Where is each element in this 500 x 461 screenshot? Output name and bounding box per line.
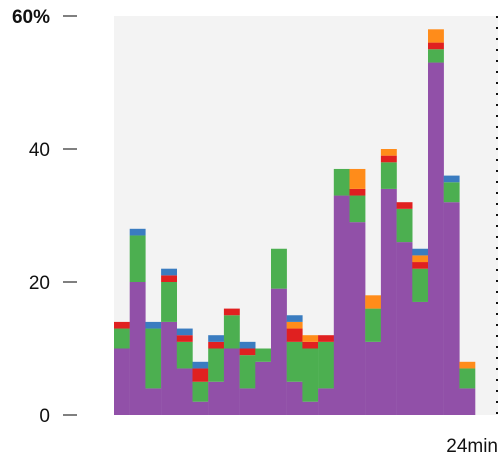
bar-segment-purple-14: [318, 388, 334, 415]
bar-segment-purple-5: [176, 368, 193, 415]
bar-segment-purple-17: [365, 341, 382, 415]
bar-segment-blue-2: [129, 228, 146, 236]
bar-segment-red-12: [286, 328, 303, 342]
bar-segment-purple-16: [349, 222, 366, 415]
bar-segment-green-3: [145, 328, 162, 389]
bar-segment-blue-7: [208, 335, 225, 342]
bar-segment-blue-9: [239, 341, 256, 349]
bar-segment-purple-3: [145, 388, 162, 415]
bar-segment-red-13: [302, 341, 319, 349]
bar-segment-blue-5: [176, 328, 193, 336]
y-tick-label-0: 0: [39, 406, 50, 427]
bar-segment-green-4: [161, 282, 177, 322]
y-tick-label-60: 60%: [12, 7, 50, 28]
bar-segment-blue-20: [412, 248, 429, 256]
bar-segment-red-7: [208, 341, 225, 349]
bar-segment-red-5: [176, 335, 193, 342]
bar-segment-blue-22: [443, 175, 460, 183]
bar-segment-purple-19: [396, 242, 413, 415]
bar-segment-green-6: [192, 381, 209, 402]
bar-segment-purple-11: [271, 288, 287, 415]
y-tick-label-20: 20: [29, 273, 50, 294]
bar-segment-purple-23: [459, 388, 476, 415]
bar-segment-green-12: [286, 341, 303, 382]
bar-segment-red-21: [428, 42, 444, 50]
bar-segment-green-23: [459, 368, 476, 389]
bar-segment-green-22: [443, 182, 460, 203]
x-tick-label: 24min: [446, 436, 498, 457]
bar-segment-red-18: [380, 155, 397, 163]
bar-segment-green-9: [239, 355, 256, 389]
y-tick-label-40: 40: [29, 140, 50, 161]
bar-segment-purple-13: [302, 401, 319, 415]
bar-segment-orange-21: [428, 29, 444, 43]
bar-segment-green-2: [129, 235, 146, 282]
bar-segment-green-10: [255, 348, 272, 362]
bar-segment-red-20: [412, 262, 429, 269]
bar-segment-purple-1: [114, 348, 130, 415]
bar-segment-purple-10: [255, 361, 272, 415]
bar-segment-green-19: [396, 208, 413, 243]
bar-segment-orange-12: [286, 321, 303, 329]
bar-segment-green-8: [223, 315, 240, 349]
bar-segment-purple-6: [192, 401, 209, 415]
bar-segment-purple-22: [443, 202, 460, 415]
bar-segment-purple-18: [380, 188, 397, 415]
bar-segment-green-11: [271, 248, 287, 289]
bar-segment-purple-7: [208, 381, 225, 415]
bar-segment-red-1: [114, 321, 130, 329]
bar-segment-green-20: [412, 268, 429, 302]
bar-segment-orange-18: [380, 149, 397, 156]
bar-segment-green-18: [380, 162, 397, 189]
bar-segment-red-9: [239, 348, 256, 356]
bar-segment-red-6: [192, 368, 209, 382]
bar-segment-purple-4: [161, 321, 177, 415]
bar-segment-green-15: [333, 168, 350, 196]
bar-segment-blue-3: [145, 321, 162, 329]
bar-segment-purple-2: [129, 282, 146, 415]
bar-segment-green-21: [428, 49, 444, 63]
bar-segment-purple-15: [333, 195, 350, 415]
bar-segment-green-1: [114, 328, 130, 349]
bar-segment-blue-6: [192, 361, 209, 369]
bar-segment-green-16: [349, 195, 366, 223]
bar-segment-green-5: [176, 341, 193, 369]
bar-segment-blue-12: [286, 315, 303, 322]
bar-segment-purple-21: [428, 62, 444, 416]
bar-segment-purple-8: [223, 348, 240, 415]
bar-segment-red-16: [349, 188, 366, 196]
bar-segment-green-17: [365, 308, 382, 342]
y-axis: 0 20 40 60%: [12, 7, 77, 427]
bar-segment-orange-20: [412, 255, 429, 263]
bar-segment-orange-17: [365, 295, 382, 309]
bar-segment-red-19: [396, 202, 413, 209]
bars-group: [114, 29, 476, 416]
bar-segment-green-13: [302, 348, 319, 402]
bar-segment-red-4: [161, 275, 177, 282]
bar-segment-green-14: [318, 341, 334, 389]
bar-segment-blue-4: [161, 268, 177, 276]
bar-segment-red-14: [318, 335, 334, 342]
bar-segment-purple-9: [239, 388, 256, 415]
bar-segment-purple-12: [286, 381, 303, 415]
bar-segment-orange-23: [459, 361, 476, 369]
bar-segment-red-8: [223, 308, 240, 316]
bar-segment-orange-13: [302, 335, 319, 342]
bar-segment-green-7: [208, 348, 225, 382]
bar-segment-orange-16: [349, 168, 366, 189]
bar-segment-purple-20: [412, 301, 429, 415]
